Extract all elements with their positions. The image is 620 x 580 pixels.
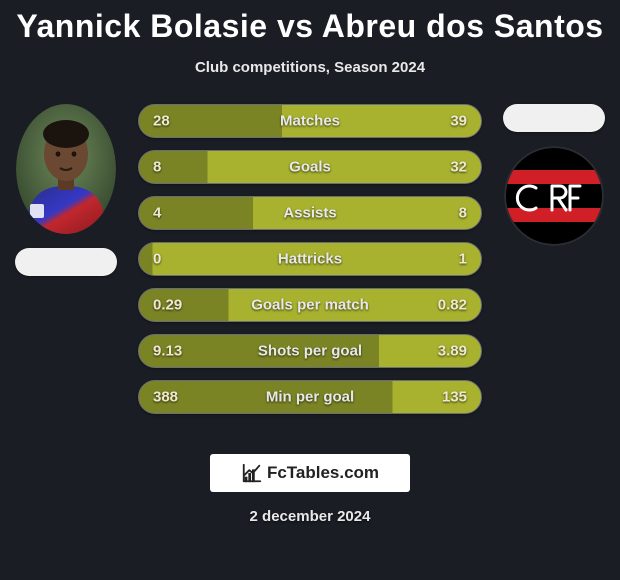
stat-row: 8Goals32 (138, 150, 482, 184)
player-left-flag (15, 248, 117, 276)
fctables-logo: FcTables.com (210, 454, 410, 492)
stat-row: 4Assists8 (138, 196, 482, 230)
player-left-column (6, 104, 126, 276)
logo-text: FcTables.com (267, 463, 379, 483)
comparison-panel: 28Matches398Goals324Assists80Hattricks10… (0, 104, 620, 424)
stat-row: 9.13Shots per goal3.89 (138, 334, 482, 368)
stat-right-value: 39 (450, 113, 467, 130)
stat-right-value: 8 (459, 205, 467, 222)
stat-right-value: 0.82 (438, 297, 467, 314)
stat-label: Shots per goal (139, 343, 481, 360)
stat-row: 28Matches39 (138, 104, 482, 138)
stat-row: 388Min per goal135 (138, 380, 482, 414)
player-left-avatar (16, 104, 116, 234)
subtitle: Club competitions, Season 2024 (0, 59, 620, 76)
stat-right-value: 135 (442, 389, 467, 406)
stat-row: 0.29Goals per match0.82 (138, 288, 482, 322)
stat-label: Min per goal (139, 389, 481, 406)
stat-label: Matches (139, 113, 481, 130)
stat-label: Goals (139, 159, 481, 176)
stat-right-value: 3.89 (438, 343, 467, 360)
stat-label: Goals per match (139, 297, 481, 314)
chart-icon (241, 462, 263, 484)
stat-label: Hattricks (139, 251, 481, 268)
date-label: 2 december 2024 (0, 508, 620, 525)
player-right-column (494, 104, 614, 246)
player-right-flag (503, 104, 605, 132)
stat-label: Assists (139, 205, 481, 222)
stat-right-value: 32 (450, 159, 467, 176)
page-title: Yannick Bolasie vs Abreu dos Santos (0, 0, 620, 45)
stat-row: 0Hattricks1 (138, 242, 482, 276)
stat-right-value: 1 (459, 251, 467, 268)
stats-list: 28Matches398Goals324Assists80Hattricks10… (138, 104, 482, 414)
player-right-badge (504, 146, 604, 246)
